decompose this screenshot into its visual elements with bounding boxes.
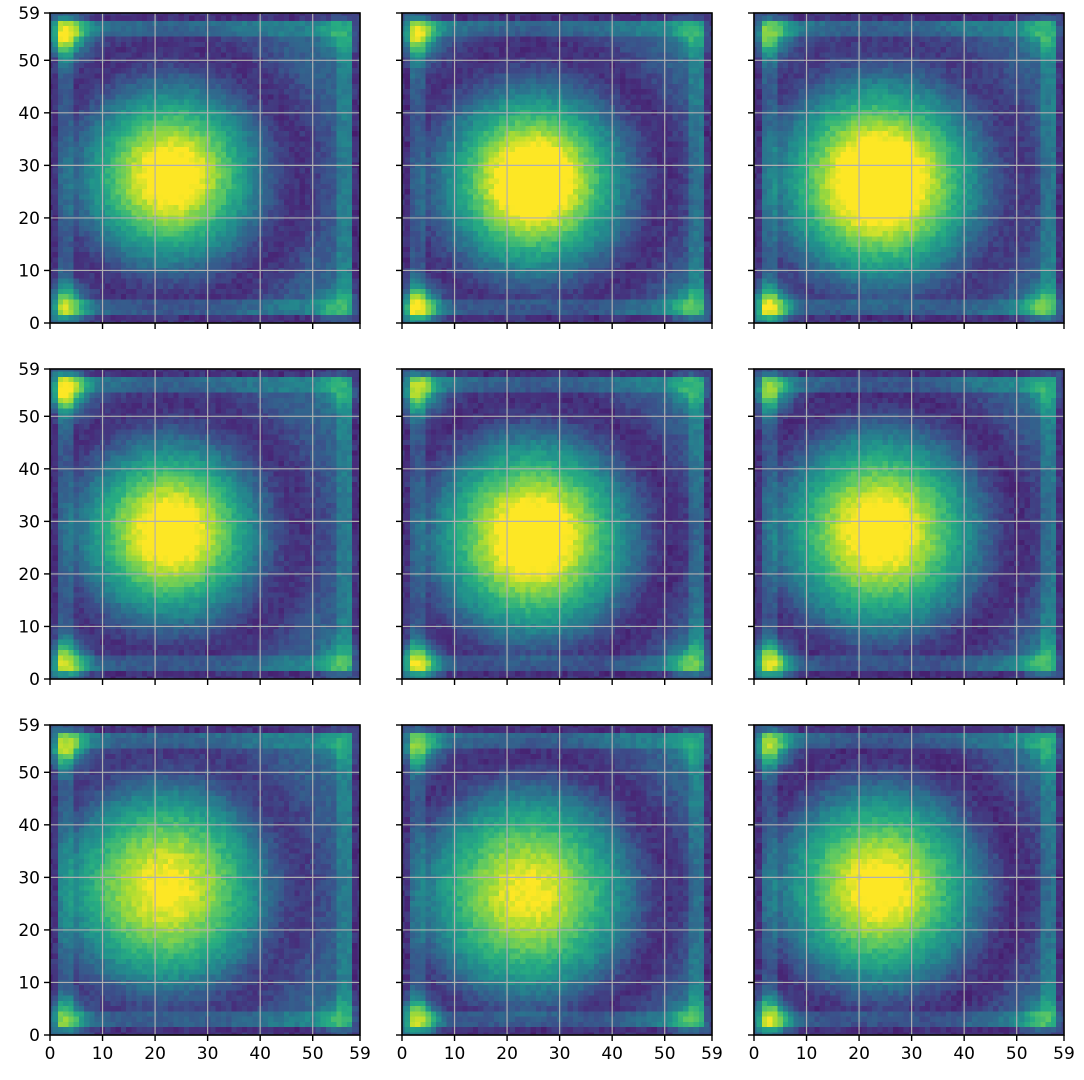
y-tick-label: 20 bbox=[18, 921, 40, 941]
x-tick-label: 50 bbox=[654, 1044, 676, 1064]
x-tick-label: 10 bbox=[796, 1044, 818, 1064]
x-tick-label: 0 bbox=[397, 1044, 408, 1064]
axes-frame bbox=[401, 368, 713, 680]
y-tick-label: 20 bbox=[18, 565, 40, 585]
heatmap-image bbox=[50, 13, 360, 323]
y-tick-label: 59 bbox=[18, 716, 40, 736]
axes-frame bbox=[49, 12, 361, 324]
heatmap-image bbox=[402, 725, 712, 1035]
y-tick-label: 59 bbox=[18, 360, 40, 380]
x-tick-label: 20 bbox=[848, 1044, 870, 1064]
y-tick-label: 0 bbox=[29, 670, 40, 690]
x-tick-label: 20 bbox=[496, 1044, 518, 1064]
y-tick-label: 50 bbox=[18, 407, 40, 427]
heatmap-panel-7: 0 10 20 30 40 50 59 0 10 20 30 40 50 59 bbox=[18, 716, 370, 1064]
heatmap-panel-4: 0 10 20 30 40 50 59 bbox=[18, 360, 361, 690]
x-tick-label: 30 bbox=[549, 1044, 571, 1064]
heatmap-image bbox=[754, 369, 1064, 679]
y-tick-label: 20 bbox=[18, 209, 40, 229]
axes-frame bbox=[401, 724, 713, 1036]
axes-frame bbox=[49, 724, 361, 1036]
x-tick-label: 0 bbox=[45, 1044, 56, 1064]
x-tick-label: 59 bbox=[349, 1044, 371, 1064]
x-tick-label: 50 bbox=[1006, 1044, 1028, 1064]
y-tick-label: 40 bbox=[18, 460, 40, 480]
y-tick-label: 10 bbox=[18, 973, 40, 993]
heatmap-panel-6 bbox=[748, 368, 1065, 685]
y-tick-label: 40 bbox=[18, 816, 40, 836]
x-tick-label: 30 bbox=[197, 1044, 219, 1064]
heatmap-panel-5 bbox=[396, 368, 713, 685]
x-tick-label: 10 bbox=[92, 1044, 114, 1064]
axes-frame bbox=[753, 724, 1065, 1036]
heatmap-panel-2 bbox=[396, 12, 713, 329]
axes-frame bbox=[753, 12, 1065, 324]
y-tick-label: 10 bbox=[18, 261, 40, 281]
y-tick-label: 30 bbox=[18, 156, 40, 176]
y-tick-label: 30 bbox=[18, 868, 40, 888]
heatmap-panel-9: 0 10 20 30 40 50 59 bbox=[748, 724, 1075, 1064]
y-tick-label: 59 bbox=[18, 4, 40, 24]
x-tick-label: 20 bbox=[144, 1044, 166, 1064]
heatmap-image bbox=[754, 13, 1064, 323]
axes-frame bbox=[753, 368, 1065, 680]
y-tick-label: 0 bbox=[29, 314, 40, 334]
heatmap-panel-3 bbox=[748, 12, 1065, 329]
y-tick-label: 40 bbox=[18, 104, 40, 124]
y-tick-label: 50 bbox=[18, 51, 40, 71]
x-tick-label: 59 bbox=[701, 1044, 723, 1064]
x-tick-label: 50 bbox=[302, 1044, 324, 1064]
heatmap-image bbox=[402, 369, 712, 679]
x-tick-label: 0 bbox=[749, 1044, 760, 1064]
y-tick-label: 10 bbox=[18, 617, 40, 637]
heatmap-image bbox=[50, 725, 360, 1035]
x-tick-label: 40 bbox=[953, 1044, 975, 1064]
heatmap-image bbox=[50, 369, 360, 679]
heatmap-image bbox=[754, 725, 1064, 1035]
axes-frame bbox=[49, 368, 361, 680]
y-tick-label: 50 bbox=[18, 763, 40, 783]
x-tick-label: 40 bbox=[249, 1044, 271, 1064]
x-tick-label: 40 bbox=[601, 1044, 623, 1064]
x-tick-label: 30 bbox=[901, 1044, 923, 1064]
axes-frame bbox=[401, 12, 713, 324]
x-tick-label: 10 bbox=[444, 1044, 466, 1064]
x-tick-label: 59 bbox=[1053, 1044, 1075, 1064]
y-tick-label: 30 bbox=[18, 512, 40, 532]
heatmap-image bbox=[402, 13, 712, 323]
heatmap-panel-1: 0 10 20 30 40 50 59 bbox=[18, 4, 361, 334]
heatmap-panel-8: 0 10 20 30 40 50 59 bbox=[396, 724, 723, 1064]
y-tick-label: 0 bbox=[29, 1026, 40, 1046]
